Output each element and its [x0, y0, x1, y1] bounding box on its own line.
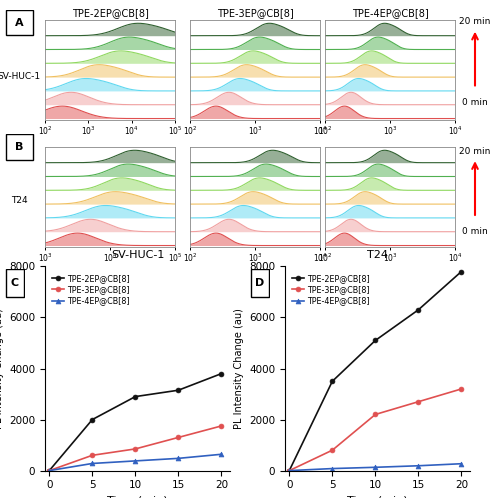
Line: TPE-3EP@CB[8]: TPE-3EP@CB[8] [47, 423, 224, 473]
TPE-4EP@CB[8] [132, 458, 138, 464]
TPE-2EP@CB[8] [218, 371, 224, 376]
TPE-2EP@CB[8] [46, 468, 52, 474]
TPE-3EP@CB[8] [176, 434, 182, 440]
TPE-3EP@CB[8] [286, 468, 292, 474]
TPE-3EP@CB[8] [416, 399, 422, 405]
TPE-2EP@CB[8] [132, 393, 138, 399]
TPE-3EP@CB[8] [372, 411, 378, 417]
Legend: TPE-2EP@CB[8], TPE-3EP@CB[8], TPE-4EP@CB[8]: TPE-2EP@CB[8], TPE-3EP@CB[8], TPE-4EP@CB… [289, 270, 374, 309]
Text: C: C [11, 278, 19, 288]
TPE-2EP@CB[8] [90, 416, 96, 422]
Y-axis label: PL Intensity Change (au): PL Intensity Change (au) [0, 308, 4, 429]
Legend: TPE-2EP@CB[8], TPE-3EP@CB[8], TPE-4EP@CB[8]: TPE-2EP@CB[8], TPE-3EP@CB[8], TPE-4EP@CB… [49, 270, 134, 309]
TPE-4EP@CB[8] [46, 468, 52, 474]
Text: 20 min: 20 min [460, 147, 490, 156]
Line: TPE-3EP@CB[8]: TPE-3EP@CB[8] [287, 386, 464, 473]
TPE-4EP@CB[8] [90, 461, 96, 467]
Text: A: A [15, 17, 24, 27]
TPE-2EP@CB[8] [458, 268, 464, 274]
TPE-3EP@CB[8] [458, 386, 464, 392]
Title: TPE-4EP@CB[8]: TPE-4EP@CB[8] [352, 8, 428, 18]
TPE-2EP@CB[8] [372, 338, 378, 344]
TPE-3EP@CB[8] [90, 452, 96, 458]
X-axis label: Time (min): Time (min) [347, 496, 408, 498]
Text: 0 min: 0 min [462, 227, 488, 237]
Line: TPE-4EP@CB[8]: TPE-4EP@CB[8] [287, 461, 464, 473]
Text: B: B [15, 142, 24, 152]
TPE-3EP@CB[8] [132, 446, 138, 452]
TPE-4EP@CB[8] [286, 468, 292, 474]
FancyBboxPatch shape [6, 10, 32, 35]
FancyBboxPatch shape [6, 269, 24, 297]
Text: T24: T24 [11, 196, 28, 205]
TPE-3EP@CB[8] [218, 423, 224, 429]
FancyBboxPatch shape [6, 134, 32, 160]
Title: T24: T24 [367, 250, 388, 260]
Text: 0 min: 0 min [462, 98, 488, 107]
TPE-2EP@CB[8] [330, 378, 336, 384]
TPE-4EP@CB[8] [458, 461, 464, 467]
Title: TPE-2EP@CB[8]: TPE-2EP@CB[8] [72, 8, 148, 18]
TPE-4EP@CB[8] [372, 464, 378, 470]
Title: TPE-3EP@CB[8]: TPE-3EP@CB[8] [216, 8, 294, 18]
FancyBboxPatch shape [250, 269, 269, 297]
TPE-2EP@CB[8] [176, 387, 182, 393]
Text: D: D [256, 278, 264, 288]
Y-axis label: PL Intensity Change (au): PL Intensity Change (au) [234, 308, 243, 429]
X-axis label: Time (min): Time (min) [107, 496, 168, 498]
Text: 20 min: 20 min [460, 17, 490, 26]
TPE-4EP@CB[8] [176, 455, 182, 461]
Title: SV-HUC-1: SV-HUC-1 [111, 250, 164, 260]
TPE-4EP@CB[8] [218, 451, 224, 457]
TPE-2EP@CB[8] [286, 468, 292, 474]
TPE-2EP@CB[8] [416, 307, 422, 313]
TPE-3EP@CB[8] [330, 447, 336, 453]
TPE-3EP@CB[8] [46, 468, 52, 474]
TPE-4EP@CB[8] [330, 466, 336, 472]
Line: TPE-4EP@CB[8]: TPE-4EP@CB[8] [47, 452, 224, 473]
Text: SV-HUC-1: SV-HUC-1 [0, 72, 40, 81]
Line: TPE-2EP@CB[8]: TPE-2EP@CB[8] [47, 371, 224, 473]
TPE-4EP@CB[8] [416, 463, 422, 469]
Line: TPE-2EP@CB[8]: TPE-2EP@CB[8] [287, 269, 464, 473]
